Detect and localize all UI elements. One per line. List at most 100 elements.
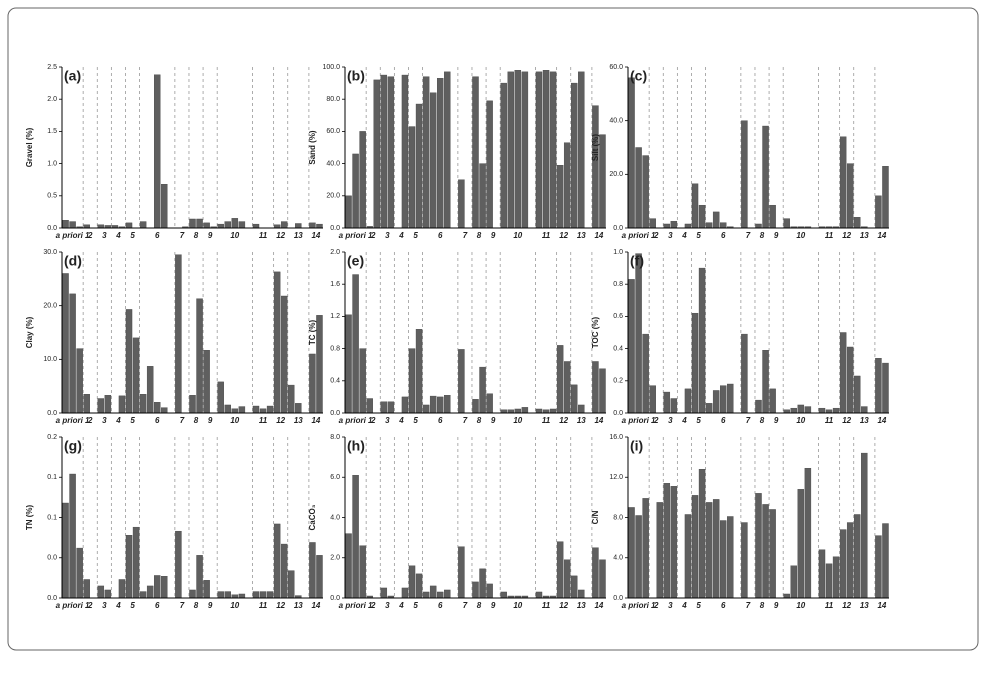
bar bbox=[549, 71, 557, 229]
bar bbox=[259, 591, 267, 599]
bar bbox=[571, 82, 578, 229]
bar bbox=[854, 514, 861, 599]
bar bbox=[556, 541, 564, 599]
panel-title: (d) bbox=[64, 253, 82, 269]
bar bbox=[818, 549, 826, 599]
bar bbox=[139, 394, 147, 414]
y-tick-label: 60.0 bbox=[609, 64, 623, 71]
bar bbox=[578, 71, 585, 229]
x-tick-label: 2 bbox=[370, 416, 376, 425]
bar bbox=[125, 309, 133, 414]
bar bbox=[139, 221, 147, 229]
x-tick-label: 2 bbox=[653, 601, 659, 610]
bar bbox=[882, 523, 889, 599]
bar bbox=[62, 220, 69, 229]
bar bbox=[875, 535, 882, 599]
y-tick-label: 6.0 bbox=[330, 474, 340, 481]
bar bbox=[542, 70, 550, 229]
bar bbox=[670, 221, 678, 229]
panel-title: (e) bbox=[347, 253, 364, 269]
y-tick-label: 1.2 bbox=[330, 313, 340, 320]
x-tick-label: 12 bbox=[276, 231, 285, 240]
x-tick-label: 7 bbox=[180, 601, 185, 610]
x-tick-label: 14 bbox=[877, 601, 886, 610]
bar bbox=[366, 398, 373, 414]
x-tick-label: 12 bbox=[842, 416, 851, 425]
bar bbox=[139, 591, 147, 599]
x-tick-label: 12 bbox=[842, 601, 851, 610]
x-tick-label: 4 bbox=[115, 416, 121, 425]
bar bbox=[628, 507, 635, 599]
bar bbox=[316, 555, 323, 599]
bar bbox=[698, 469, 706, 599]
x-tick-label: 9 bbox=[491, 601, 496, 610]
bar bbox=[755, 399, 762, 414]
bar bbox=[556, 345, 564, 414]
x-tick-label: 11 bbox=[542, 231, 551, 240]
bar bbox=[189, 218, 196, 229]
y-tick-label: 0.5 bbox=[47, 193, 57, 200]
x-tick-label: 9 bbox=[208, 231, 213, 240]
x-tick-label: 5 bbox=[696, 601, 701, 610]
bar bbox=[691, 183, 699, 229]
bar bbox=[444, 71, 451, 229]
x-tick-label: 10 bbox=[230, 601, 239, 610]
bar bbox=[479, 163, 486, 229]
x-tick-label: 12 bbox=[276, 601, 285, 610]
bar bbox=[705, 502, 713, 599]
bar bbox=[854, 217, 861, 229]
bar bbox=[832, 407, 840, 414]
bar bbox=[266, 591, 274, 599]
bar bbox=[741, 120, 748, 229]
bar bbox=[422, 404, 430, 414]
bar bbox=[118, 579, 126, 599]
x-tick-label: a priori 1 bbox=[56, 231, 90, 240]
y-tick-label: 0.0 bbox=[613, 225, 623, 232]
bar bbox=[635, 515, 642, 599]
bar bbox=[266, 405, 274, 414]
bar bbox=[352, 475, 359, 599]
bar bbox=[295, 223, 302, 229]
bar bbox=[309, 542, 316, 599]
bar bbox=[556, 165, 564, 229]
x-tick-label: 10 bbox=[513, 231, 522, 240]
bar bbox=[642, 498, 649, 599]
bar bbox=[514, 408, 522, 414]
bar bbox=[408, 126, 416, 229]
bar bbox=[76, 348, 83, 414]
bar bbox=[231, 408, 239, 414]
y-tick-label: 20.0 bbox=[326, 193, 340, 200]
x-tick-label: 5 bbox=[130, 601, 135, 610]
y-tick-label: 0.0 bbox=[47, 555, 57, 562]
bar bbox=[628, 77, 635, 229]
x-tick-label: 4 bbox=[681, 231, 687, 240]
x-tick-label: a priori 1 bbox=[56, 601, 90, 610]
x-tick-label: 14 bbox=[311, 231, 320, 240]
x-tick-label: 8 bbox=[477, 416, 482, 425]
bar bbox=[486, 583, 493, 599]
y-tick-label: 0.6 bbox=[613, 313, 623, 320]
panel-title: (i) bbox=[630, 438, 643, 454]
y-tick-label: 0.0 bbox=[47, 595, 57, 602]
bar bbox=[592, 361, 599, 414]
bar bbox=[472, 581, 479, 599]
bar bbox=[535, 71, 543, 229]
bar bbox=[599, 559, 606, 599]
bar bbox=[839, 136, 847, 229]
bar bbox=[521, 407, 529, 414]
bar bbox=[224, 404, 231, 414]
bar bbox=[154, 575, 161, 599]
bar bbox=[437, 396, 444, 414]
bar bbox=[437, 78, 444, 229]
x-tick-label: 5 bbox=[130, 231, 135, 240]
bar bbox=[854, 375, 861, 414]
x-tick-label: 11 bbox=[259, 231, 268, 240]
bar bbox=[656, 502, 663, 599]
bar bbox=[762, 504, 769, 599]
bar bbox=[238, 221, 246, 229]
x-tick-label: a priori 1 bbox=[339, 416, 373, 425]
x-tick-label: 3 bbox=[668, 601, 673, 610]
bar bbox=[408, 565, 416, 599]
bar bbox=[415, 573, 423, 599]
x-tick-label: 7 bbox=[746, 231, 751, 240]
